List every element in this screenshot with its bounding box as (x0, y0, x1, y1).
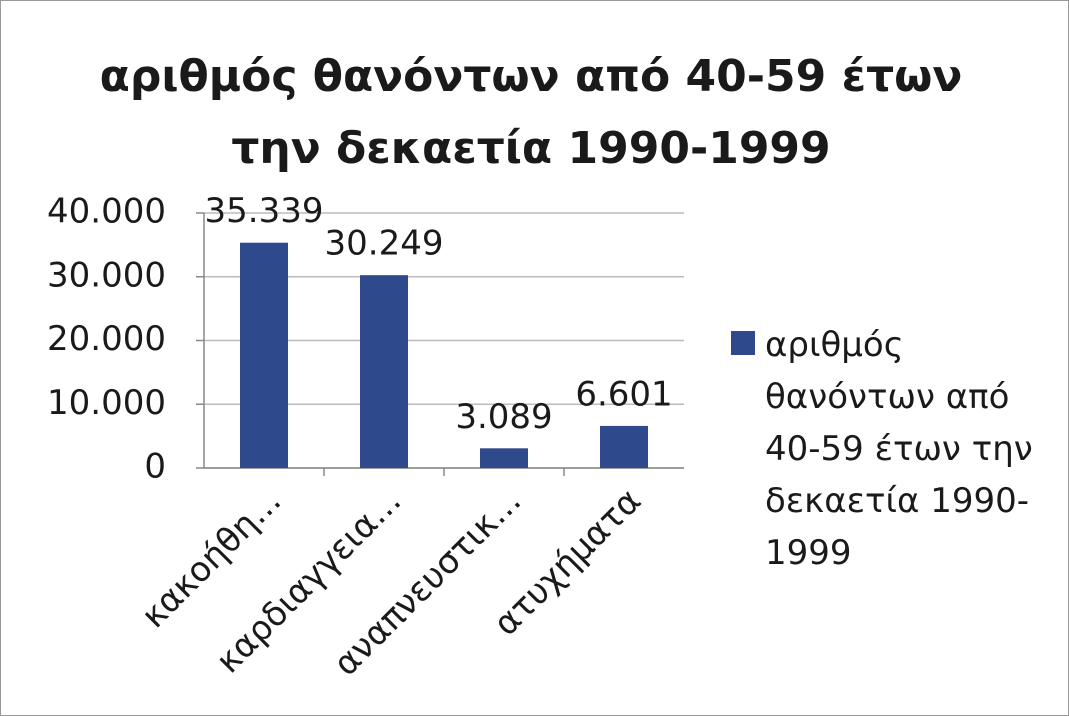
legend-label: αριθμός θανόντων από 40-59 έτων την δεκα… (765, 325, 1033, 573)
data-label: 30.249 (325, 224, 444, 264)
data-label: 35.339 (205, 191, 324, 231)
y-tick-label: 20.000 (47, 319, 166, 359)
bar (600, 425, 648, 468)
y-tick-label: 0 (144, 447, 166, 487)
bar (360, 275, 408, 468)
data-label: 6.601 (575, 374, 672, 414)
data-label: 3.089 (455, 397, 552, 437)
chart-title: αριθμός θανόντων από 40-59 έτων την δεκα… (99, 51, 963, 174)
y-tick-label: 30.000 (47, 255, 166, 295)
bar (480, 448, 528, 468)
y-tick-label: 40.000 (47, 192, 166, 232)
bar (240, 242, 288, 468)
y-tick-label: 10.000 (47, 383, 166, 423)
legend: αριθμός θανόντων από 40-59 έτων την δεκα… (731, 319, 1051, 579)
legend-key (731, 331, 755, 355)
